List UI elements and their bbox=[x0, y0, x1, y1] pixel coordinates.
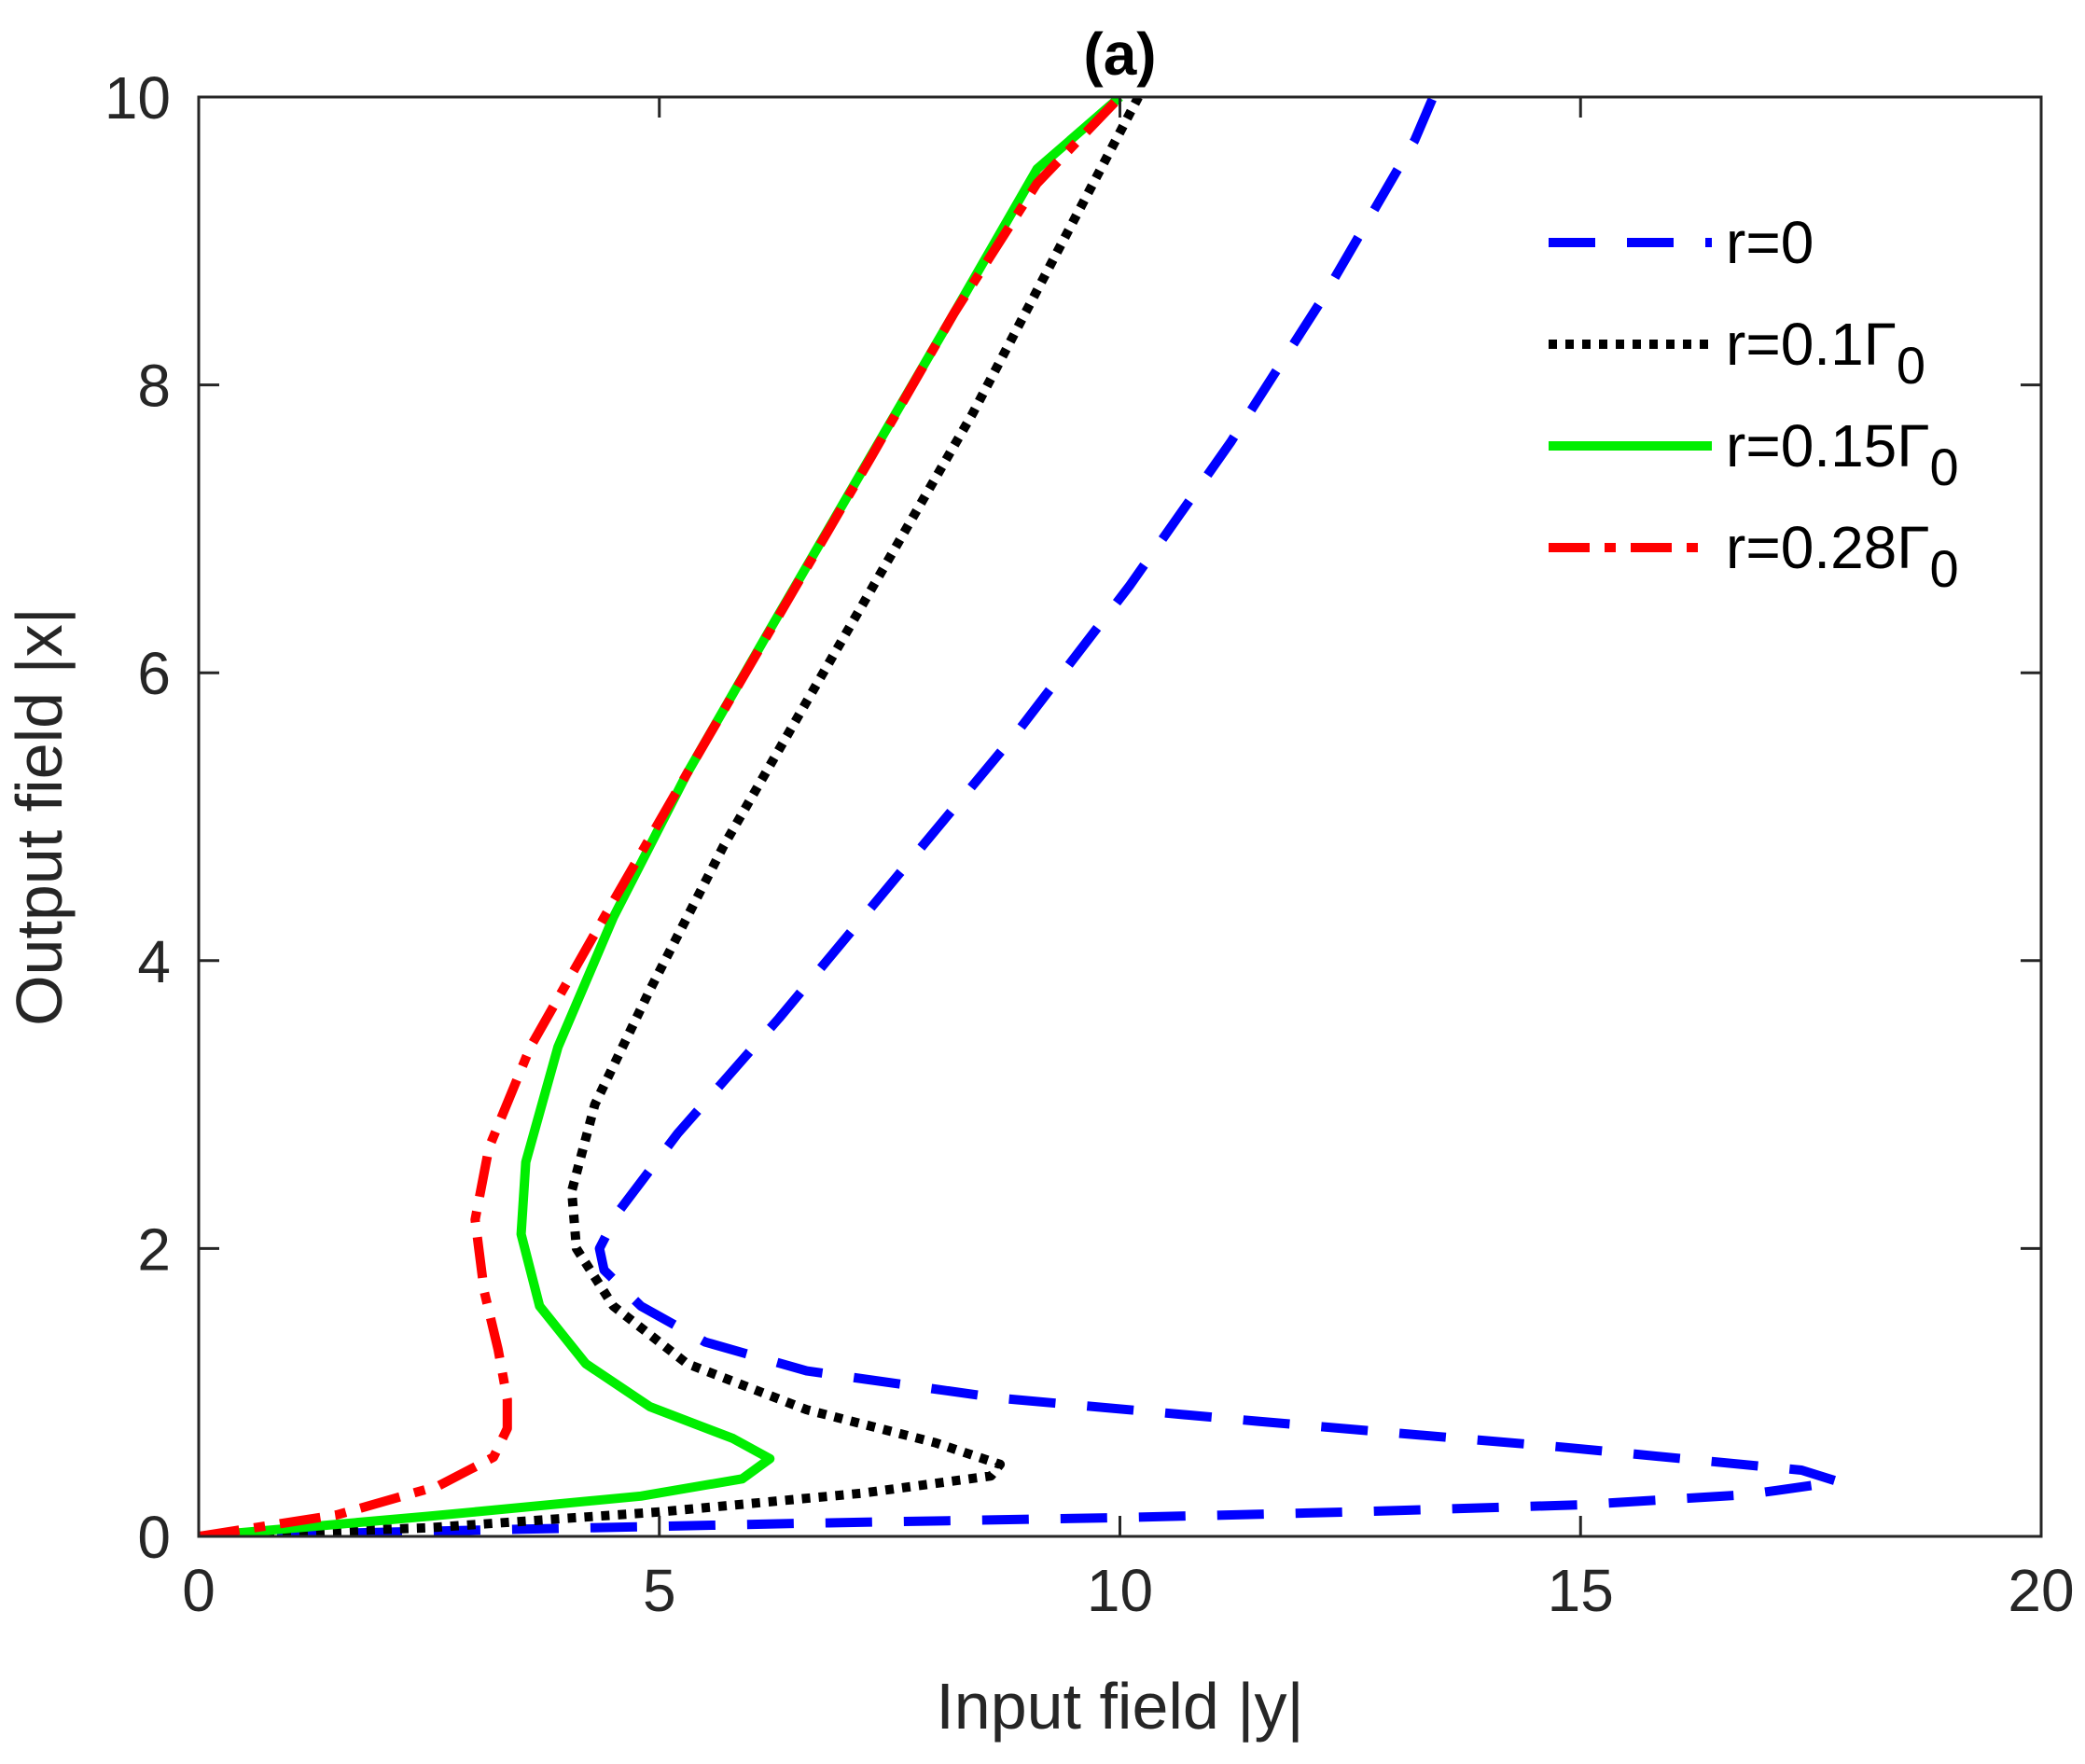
y-tick-label: 8 bbox=[137, 353, 171, 420]
ticks-layer: 0 5 10 15 20 0 2 4 6 8 10 bbox=[104, 64, 2075, 1624]
chart-title: (a) bbox=[1083, 21, 1156, 88]
series-line-0 bbox=[199, 97, 1843, 1536]
x-tick-label: 15 bbox=[1548, 1557, 1614, 1624]
y-tick-label: 2 bbox=[137, 1215, 171, 1283]
y-tick-label: 6 bbox=[137, 640, 171, 707]
x-tick-label: 10 bbox=[1087, 1557, 1153, 1624]
legend-label: r=0.28Γ0 bbox=[1726, 514, 1959, 598]
y-axis-label: Output field |x| bbox=[3, 607, 76, 1026]
legend-label: r=0 bbox=[1726, 209, 1814, 276]
x-tick-label: 0 bbox=[182, 1557, 215, 1624]
legend-label: r=0.15Γ0 bbox=[1726, 412, 1959, 496]
y-tick-label: 4 bbox=[137, 928, 171, 995]
series-layer bbox=[199, 97, 1843, 1536]
x-tick-label: 5 bbox=[643, 1557, 676, 1624]
y-tick-label: 10 bbox=[104, 64, 171, 132]
x-tick-label: 20 bbox=[2008, 1557, 2074, 1624]
series-line-1 bbox=[199, 97, 1143, 1536]
legend-label: r=0.1Γ0 bbox=[1726, 311, 1925, 395]
legend: r=0 r=0.1Γ0 r=0.15Γ0 r=0.28Γ0 bbox=[1549, 209, 1959, 598]
y-tick-label: 0 bbox=[137, 1504, 171, 1571]
plot-area bbox=[199, 97, 2041, 1536]
series-line-3 bbox=[199, 97, 1124, 1536]
x-axis-label: Input field |y| bbox=[936, 1670, 1303, 1743]
